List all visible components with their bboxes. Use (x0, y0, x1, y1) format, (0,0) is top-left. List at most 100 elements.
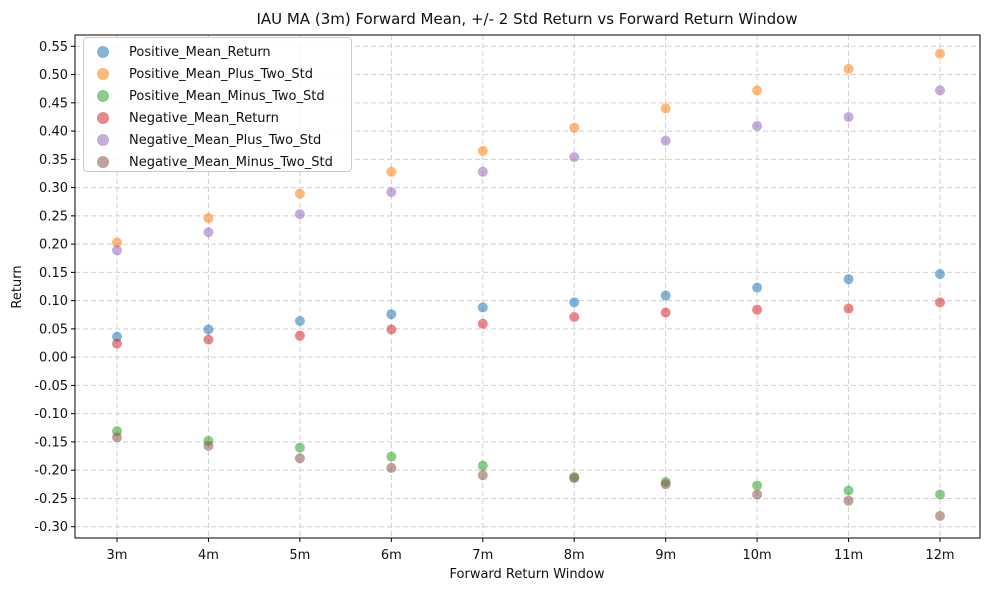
legend-label: Positive_Mean_Minus_Two_Std (129, 88, 325, 104)
y-tick-label: -0.25 (34, 492, 68, 507)
data-point (935, 269, 945, 280)
legend: Positive_Mean_Return Positive_Mean_Plus_T… (83, 37, 352, 172)
y-tick-label: 0.20 (39, 238, 68, 253)
legend-marker-icon (97, 134, 109, 146)
x-tick-label: 8m (564, 548, 585, 563)
data-point (477, 145, 488, 156)
x-tick-label: 12m (925, 548, 954, 563)
data-point (477, 166, 488, 177)
y-tick-label: 0.40 (39, 125, 68, 140)
x-tick-label: 10m (743, 548, 772, 563)
legend-marker-icon (97, 112, 109, 124)
y-tick-label: -0.05 (34, 379, 68, 394)
data-point (569, 312, 580, 323)
data-point (660, 290, 671, 301)
chart-title: IAU MA (3m) Forward Mean, +/- 2 Std Retu… (256, 10, 797, 28)
data-point (294, 188, 305, 199)
legend-label: Positive_Mean_Return (129, 44, 271, 60)
data-point (843, 63, 854, 74)
data-point (386, 324, 397, 335)
data-point (203, 213, 214, 224)
series-negative-mean-return (112, 297, 945, 349)
y-axis: -0.30 -0.25 -0.20 -0.15 -0.10 -0.05 0.00 0.05 0.… (34, 40, 75, 535)
x-tick-label: 4m (198, 548, 219, 563)
data-point (935, 510, 945, 521)
legend-item: Positive_Mean_Return (92, 41, 351, 63)
data-point (752, 489, 763, 500)
data-point (843, 303, 854, 314)
data-point (477, 302, 488, 313)
legend-marker-icon (97, 46, 109, 58)
data-point (112, 237, 122, 248)
series-positive-mean-return (112, 269, 945, 342)
series-positive-mean-minus-two-std (112, 426, 945, 500)
x-tick-label: 6m (381, 548, 402, 563)
data-point (569, 473, 580, 484)
data-point (294, 453, 305, 464)
data-point (660, 103, 671, 114)
plot-frame (74, 34, 981, 539)
points-layer (112, 48, 945, 521)
x-tick-label: 5m (289, 548, 310, 563)
y-tick-label: 0.45 (39, 96, 68, 111)
data-point (843, 274, 854, 285)
y-tick-label: -0.10 (34, 407, 68, 422)
data-point (203, 440, 214, 451)
data-point (660, 135, 671, 146)
data-point (477, 318, 488, 329)
y-tick-label: -0.30 (34, 520, 68, 535)
data-point (660, 479, 671, 490)
series-negative-mean-minus-two-std (112, 432, 945, 521)
legend-label: Negative_Mean_Return (129, 110, 279, 126)
y-tick-label: -0.20 (34, 464, 68, 479)
data-point (294, 315, 305, 326)
data-point (843, 485, 854, 496)
legend-item: Positive_Mean_Plus_Two_Std (92, 63, 351, 85)
y-tick-label: 0.10 (39, 294, 68, 309)
legend-item: Negative_Mean_Plus_Two_Std (92, 129, 351, 151)
data-point (752, 480, 763, 491)
data-point (569, 152, 580, 163)
legend-label: Negative_Mean_Minus_Two_Std (129, 154, 333, 170)
data-point (935, 85, 945, 96)
y-tick-label: 0.50 (39, 68, 68, 83)
legend-marker-icon (97, 156, 109, 168)
data-point (386, 462, 397, 473)
data-point (477, 470, 488, 481)
x-tick-label: 7m (472, 548, 493, 563)
data-point (294, 330, 305, 341)
data-point (843, 495, 854, 506)
data-point (843, 111, 854, 122)
data-point (477, 460, 488, 471)
data-point (935, 489, 945, 500)
data-point (752, 120, 763, 131)
data-point (752, 304, 763, 315)
series-negative-mean-plus-two-std (112, 85, 945, 256)
x-tick-label: 3m (107, 548, 128, 563)
data-point (386, 451, 397, 462)
data-point (935, 297, 945, 308)
data-point (112, 338, 122, 349)
series-positive-mean-plus-two-std (112, 48, 945, 248)
y-axis-label: Return (10, 265, 25, 308)
data-point (752, 85, 763, 96)
legend-label: Positive_Mean_Plus_Two_Std (129, 66, 313, 82)
y-tick-label: 0.05 (39, 322, 68, 337)
data-point (935, 48, 945, 59)
y-tick-label: 0.15 (39, 266, 68, 281)
data-point (386, 309, 397, 320)
y-tick-label: 0.35 (39, 153, 68, 168)
legend-item: Negative_Mean_Minus_Two_Std (92, 151, 351, 173)
x-axis: 3m 4m 5m 6m 7m 8m 9m 10m 11m 12m (107, 538, 955, 563)
data-point (386, 166, 397, 177)
data-point (386, 187, 397, 198)
data-point (569, 297, 580, 308)
legend-item: Positive_Mean_Minus_Two_Std (92, 85, 351, 107)
data-point (112, 245, 122, 256)
x-tick-label: 9m (655, 548, 676, 563)
y-tick-label: 0.55 (39, 40, 68, 55)
legend-marker-icon (97, 68, 109, 80)
y-tick-label: 0.30 (39, 181, 68, 196)
y-tick-label: -0.15 (34, 435, 68, 450)
